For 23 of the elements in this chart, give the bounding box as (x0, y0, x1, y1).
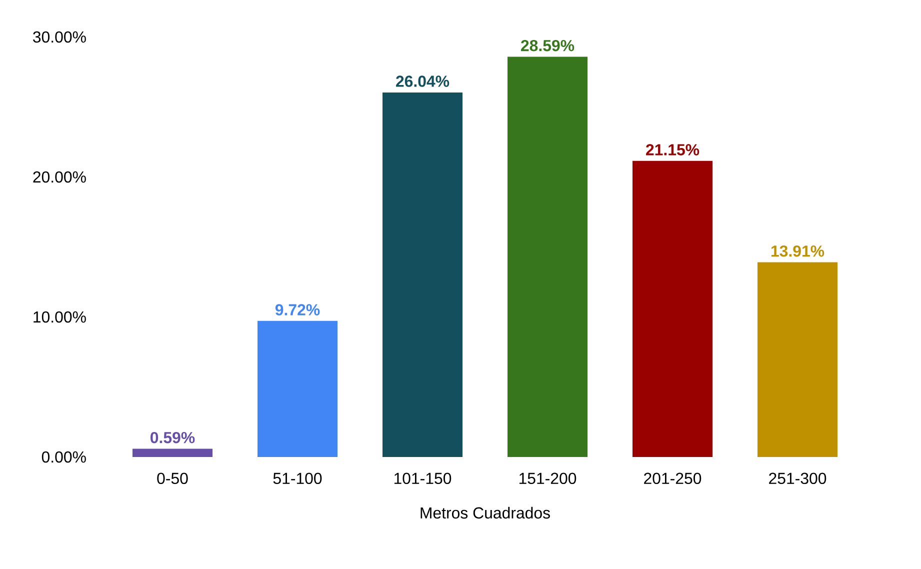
bar (758, 262, 838, 457)
y-tick-label: 0.00% (42, 451, 86, 463)
bar (132, 448, 213, 457)
x-tick-label: 0-50 (157, 472, 188, 484)
data-label: 13.91% (771, 245, 824, 257)
y-tick-label: 20.00% (33, 171, 86, 183)
x-axis-title: Metros Cuadrados (420, 506, 550, 519)
data-label: 9.72% (275, 304, 320, 316)
bar (632, 160, 713, 457)
x-tick-label: 51-100 (273, 472, 322, 484)
x-tick-label: 151-200 (519, 472, 576, 484)
bar (382, 92, 463, 457)
bar (508, 56, 588, 457)
y-tick-label: 10.00% (34, 311, 86, 323)
data-label: 21.15% (646, 144, 700, 156)
bar (258, 320, 338, 457)
data-label: 0.59% (150, 432, 195, 444)
data-label: 26.04% (396, 76, 450, 87)
data-label: 28.59% (521, 40, 574, 52)
x-tick-label: 101-150 (394, 472, 452, 484)
x-tick-label: 251-300 (769, 472, 826, 484)
x-tick-label: 201-250 (644, 472, 702, 484)
y-tick-label: 30.00% (33, 31, 86, 43)
